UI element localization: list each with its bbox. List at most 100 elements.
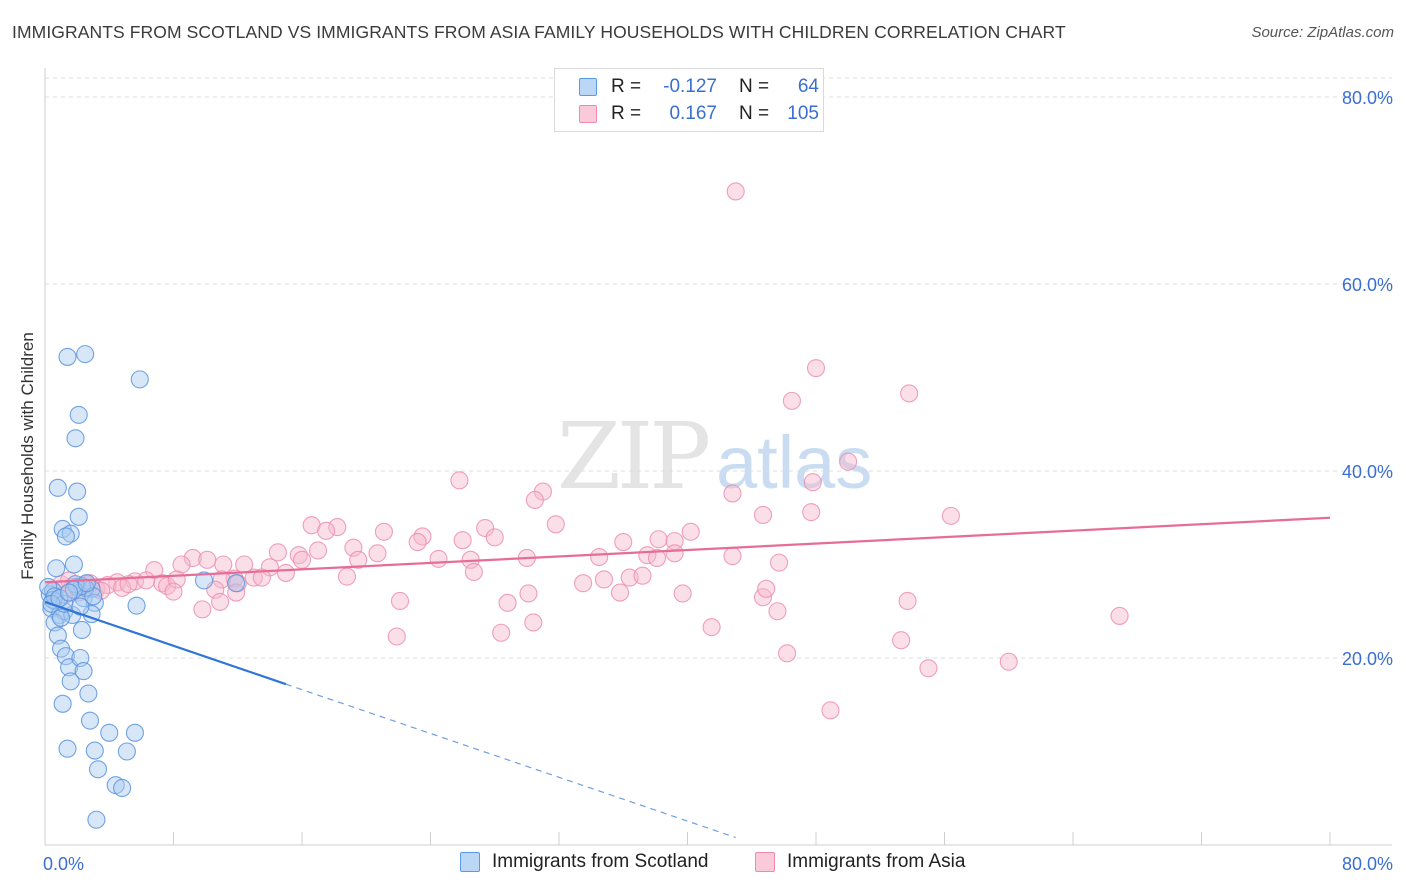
scotland-point (77, 574, 96, 593)
asia-point (408, 533, 427, 552)
asia-point (164, 582, 183, 601)
scotland-point (113, 778, 132, 798)
legend-row-asia: R = 0.167 N = 105 (579, 102, 819, 126)
scotland-point (117, 742, 136, 761)
y-tick-label: 40.0% (1342, 462, 1393, 482)
scotland-point (69, 405, 88, 424)
asia-point (633, 566, 652, 585)
asia-point (614, 533, 633, 552)
tick-labels: 20.0% 40.0% 60.0% 80.0% 0.0% 80.0% (43, 88, 1393, 874)
watermark-zip: ZIP (557, 403, 708, 510)
asia-point (309, 541, 328, 560)
asia-point (485, 528, 504, 547)
y-tick-label: 80.0% (1342, 88, 1393, 108)
asia-point (757, 579, 776, 598)
scotland-point (84, 587, 103, 606)
asia-point (594, 570, 614, 589)
asia-point (193, 600, 212, 619)
asia-point (821, 701, 840, 720)
asia-point (610, 583, 630, 602)
asia-point (498, 593, 517, 612)
asia-point (137, 571, 156, 590)
watermark-atlas: atlas (716, 421, 872, 504)
asia-points (43, 182, 1129, 720)
x-tick-label: 0.0% (43, 854, 84, 874)
trend-lines (44, 516, 1331, 839)
scotland-point (66, 429, 85, 448)
asia-point (211, 592, 230, 611)
asia-point (649, 530, 668, 549)
asia-point (344, 538, 363, 557)
scotland-point (56, 527, 75, 546)
asia-point (546, 515, 565, 534)
asia-point (492, 623, 511, 642)
asia-point (574, 574, 593, 593)
scotland-point (85, 593, 104, 612)
asia-point (778, 644, 797, 663)
scotland-point (47, 559, 66, 578)
asia-point (839, 452, 858, 471)
asia-point (368, 544, 387, 563)
asia-point (782, 391, 801, 410)
x-tick-label: 80.0% (1342, 854, 1393, 874)
legend-n-label: N = (739, 76, 770, 97)
asia-point (317, 521, 336, 540)
scotland-point (100, 723, 119, 742)
asia-point (723, 484, 742, 503)
asia-point (172, 555, 191, 574)
scotland-point (88, 760, 108, 779)
legend-r-value: 0.167 (669, 103, 717, 124)
asia-point (227, 583, 246, 602)
stats-legend: R = -0.127 N = 64 R = 0.167 N = 105 (554, 68, 824, 132)
asia-point (673, 584, 692, 603)
scotland-point (194, 571, 214, 590)
legend-n-label: N = (739, 103, 770, 124)
asia-point (726, 182, 745, 201)
legend-r-label: R = (611, 103, 642, 124)
scotland-point (58, 347, 77, 366)
legend-item-scotland[interactable]: Immigrants from Scotland (460, 851, 708, 873)
watermark: ZIP atlas (557, 403, 872, 510)
asia-point (524, 613, 543, 632)
asia-point (768, 602, 787, 621)
asia-point (198, 550, 217, 569)
asia-point (390, 591, 410, 611)
scotland-point (85, 741, 104, 760)
asia-point (292, 550, 312, 569)
legend-swatch-asia (579, 105, 597, 123)
asia-point (702, 618, 721, 637)
source-credit: Source: ZipAtlas.com (1251, 24, 1394, 41)
asia-point (898, 591, 917, 611)
series-legend: Immigrants from Scotland Immigrants from… (0, 851, 1406, 877)
legend-r-label: R = (611, 76, 642, 97)
asia-point (183, 548, 202, 568)
asia-point (753, 505, 773, 524)
scotland-point (74, 662, 93, 681)
asia-point (429, 549, 448, 568)
scotland-point (52, 608, 71, 627)
scotland-point (68, 482, 87, 501)
asia-point (450, 471, 469, 490)
scotland-point (69, 507, 88, 526)
asia-point (349, 550, 368, 569)
asia-point (276, 563, 295, 582)
asia-point (919, 659, 938, 678)
legend-swatch-scotland (579, 78, 597, 96)
scotland-point (130, 370, 149, 389)
asia-point (214, 555, 233, 574)
legend-item-asia[interactable]: Immigrants from Asia (755, 851, 965, 873)
scotland-point (87, 810, 106, 829)
asia-point (770, 553, 789, 572)
asia-point (892, 631, 911, 650)
asia-point (647, 548, 667, 568)
y-tick-label: 60.0% (1342, 275, 1393, 295)
scotland-point (56, 647, 75, 666)
asia-point (803, 473, 822, 492)
legend-row-scotland: R = -0.127 N = 64 (579, 75, 819, 99)
asia-point (519, 584, 538, 603)
y-tick-label: 20.0% (1342, 649, 1393, 669)
scotland-trend-line (44, 600, 287, 686)
legend-label-asia: Immigrants from Asia (787, 851, 966, 872)
scotland-point (72, 620, 91, 640)
